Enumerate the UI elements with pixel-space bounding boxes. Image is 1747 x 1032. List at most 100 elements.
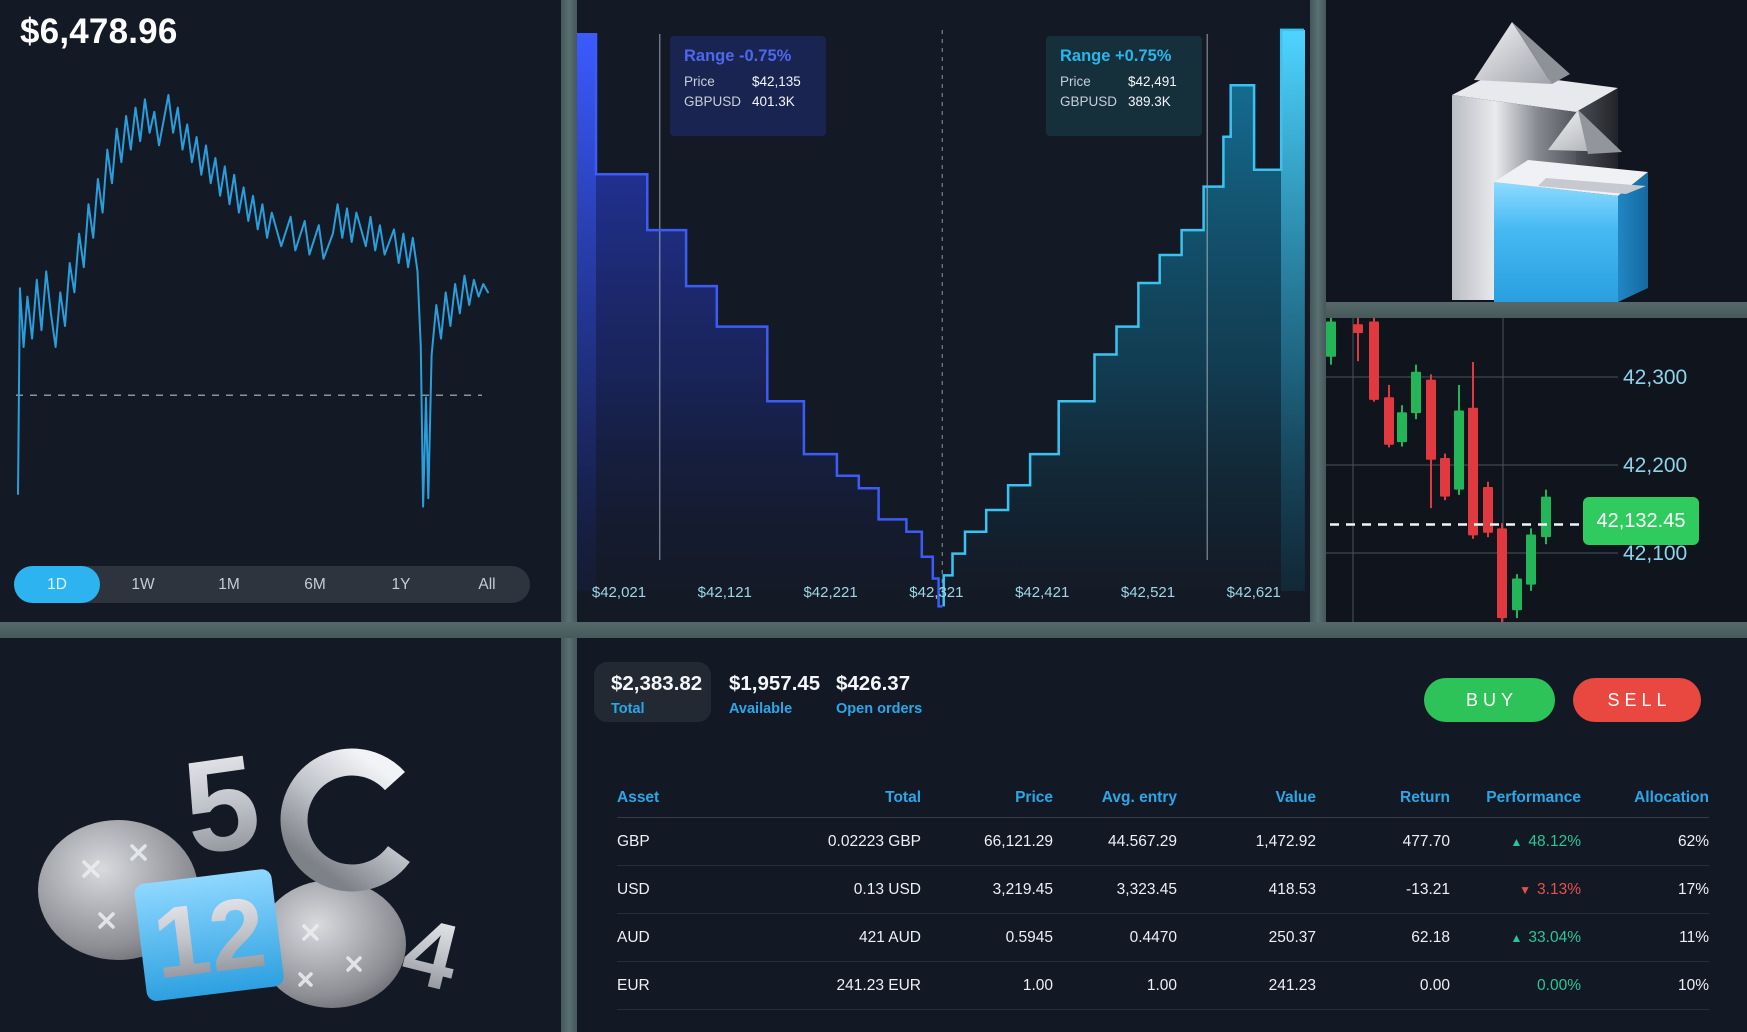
divider bbox=[1310, 0, 1326, 622]
performance-value: 48.12% bbox=[1528, 832, 1581, 850]
bid-volume-row: GBPUSD 401.3K bbox=[684, 94, 812, 109]
summary-item-total: $2,383.82 Total bbox=[611, 672, 702, 717]
summary-value: $426.37 bbox=[836, 672, 911, 695]
svg-text:12: 12 bbox=[147, 876, 271, 1001]
column-header: Avg. entry bbox=[1101, 788, 1177, 806]
candle-price-tick: 42,200 bbox=[1623, 454, 1688, 477]
bid-price-label: Price bbox=[684, 74, 715, 89]
cell-value: 418.53 bbox=[1268, 880, 1316, 898]
portfolio-panel: $6,478.96 1D 1W 1M 6M 1Y All bbox=[0, 0, 561, 622]
holdings-table: Asset Total Price Avg. entry Value Return Perf… bbox=[617, 778, 1709, 1010]
order-book-depth-chart bbox=[577, 28, 1305, 608]
cell-asset: EUR bbox=[617, 976, 650, 994]
range-tab-all[interactable]: All bbox=[444, 566, 530, 603]
cell-allocation: 10% bbox=[1677, 976, 1709, 994]
cell-asset: AUD bbox=[617, 928, 650, 946]
arrow-up-icon: ▲ bbox=[1510, 930, 1523, 945]
cell-total: 421 AUD bbox=[858, 928, 921, 946]
candle-price-tick: 42,100 bbox=[1623, 542, 1688, 565]
candlestick-chart bbox=[1326, 318, 1618, 622]
cell-performance: ▲ 33.04% bbox=[1450, 929, 1581, 947]
range-selector: 1D 1W 1M 6M 1Y All bbox=[14, 566, 530, 603]
cell-asset: USD bbox=[617, 880, 650, 898]
depth-x-tick: $42,621 bbox=[1226, 584, 1281, 601]
table-row[interactable]: GBP 0.02223 GBP 66,121.29 44.567.29 1,472.92… bbox=[617, 818, 1709, 866]
range-tab-1y[interactable]: 1Y bbox=[358, 566, 444, 603]
arrow-down-icon: ▼ bbox=[1519, 882, 1532, 897]
hero-art-panel bbox=[1326, 0, 1747, 302]
decorative-art-panel: 5 12 4 bbox=[0, 638, 561, 1032]
summary-label: Open orders bbox=[836, 701, 923, 717]
cell-allocation: 11% bbox=[1679, 928, 1709, 946]
cell-price: 66,121.29 bbox=[984, 832, 1053, 850]
ask-range-title: Range +0.75% bbox=[1060, 47, 1172, 65]
portfolio-balance: $6,478.96 bbox=[20, 12, 178, 51]
cell-allocation: 17% bbox=[1677, 880, 1709, 898]
column-header: Price bbox=[1015, 788, 1053, 806]
cell-return: 62.18 bbox=[1411, 928, 1450, 946]
cell-avg_entry: 0.4470 bbox=[1129, 928, 1177, 946]
total-summary-card bbox=[594, 662, 711, 722]
bid-range-tooltip: Range -0.75% Price $42,135 GBPUSD 401.3K bbox=[670, 36, 826, 136]
summary-value: $2,383.82 bbox=[611, 672, 703, 695]
cell-return: -13.21 bbox=[1406, 880, 1450, 898]
cell-return: 0.00 bbox=[1419, 976, 1450, 994]
cell-avg_entry: 3,323.45 bbox=[1116, 880, 1177, 898]
divider bbox=[1326, 302, 1747, 318]
ask-pair-label: GBPUSD bbox=[1060, 94, 1118, 109]
table-header-row: Asset Total Price Avg. entry Value Return Perf… bbox=[617, 778, 1709, 818]
cell-performance: ▲ 48.12% bbox=[1450, 833, 1581, 851]
table-row[interactable]: AUD 421 AUD 0.5945 0.4470 250.37 62.18 ▲ 33.04%… bbox=[617, 914, 1709, 962]
table-row[interactable]: EUR 241.23 EUR 1.00 1.00 241.23 0.00 0.00% 10% bbox=[617, 962, 1709, 1010]
cell-performance: 0.00% bbox=[1450, 977, 1581, 995]
cell-value: 241.23 bbox=[1268, 976, 1316, 994]
portfolio-line-chart bbox=[16, 94, 489, 508]
bid-price-row: Price $42,135 bbox=[684, 74, 812, 89]
ask-price-label: Price bbox=[1060, 74, 1091, 89]
summary-value: $1,957.45 bbox=[729, 672, 821, 695]
bid-range-title: Range -0.75% bbox=[684, 47, 792, 65]
column-header: Return bbox=[1400, 788, 1450, 806]
range-tab-1w[interactable]: 1W bbox=[100, 566, 186, 603]
depth-x-tick: $42,221 bbox=[803, 584, 858, 601]
range-tab-1d[interactable]: 1D bbox=[14, 566, 100, 603]
buy-button[interactable]: BUY bbox=[1424, 678, 1555, 722]
account-panel: $2,383.82 Total $1,957.45 Available $426.37 O… bbox=[577, 638, 1747, 1032]
depth-x-tick: $42,321 bbox=[909, 584, 964, 601]
svg-text:4: 4 bbox=[393, 896, 469, 1011]
cell-total: 0.13 USD bbox=[853, 880, 921, 898]
column-header: Total bbox=[885, 788, 921, 806]
ask-price-row: Price $42,491 bbox=[1060, 74, 1188, 89]
ask-price-value: $42,491 bbox=[1128, 74, 1177, 89]
depth-x-tick: $42,521 bbox=[1120, 584, 1176, 601]
cell-value: 250.37 bbox=[1268, 928, 1316, 946]
depth-x-tick: $42,421 bbox=[1015, 584, 1070, 601]
cell-price: 0.5945 bbox=[1005, 928, 1053, 946]
bid-price-value: $42,135 bbox=[752, 74, 801, 89]
table-row[interactable]: USD 0.13 USD 3,219.45 3,323.45 418.53 -13.21 ▼… bbox=[617, 866, 1709, 914]
range-tab-1m[interactable]: 1M bbox=[186, 566, 272, 603]
sell-button[interactable]: SELL bbox=[1573, 678, 1701, 722]
depth-x-tick: $42,121 bbox=[697, 584, 752, 601]
summary-label: Total bbox=[611, 701, 645, 717]
current-price-badge: 42,132.45 bbox=[1583, 497, 1699, 545]
arrow-up-icon: ▲ bbox=[1510, 834, 1523, 849]
column-header: Performance bbox=[1486, 788, 1581, 806]
cell-value: 1,472.92 bbox=[1255, 832, 1316, 850]
cell-performance: ▼ 3.13% bbox=[1450, 881, 1581, 899]
cell-avg_entry: 1.00 bbox=[1146, 976, 1177, 994]
summary-label: Available bbox=[729, 701, 793, 717]
metal-cube-art bbox=[1452, 22, 1648, 302]
numbers-art: 5 12 4 bbox=[38, 727, 469, 1011]
cell-asset: GBP bbox=[617, 832, 650, 850]
candle-price-tick: 42,300 bbox=[1623, 366, 1688, 389]
range-tab-6m[interactable]: 6M bbox=[272, 566, 358, 603]
ask-volume-value: 389.3K bbox=[1128, 94, 1171, 109]
cell-price: 1.00 bbox=[1022, 976, 1053, 994]
column-header: Value bbox=[1275, 788, 1317, 806]
column-header: Asset bbox=[617, 788, 660, 806]
summary-item-available: $1,957.45 Available bbox=[729, 672, 820, 717]
divider bbox=[561, 0, 577, 1032]
cell-allocation: 62% bbox=[1677, 832, 1709, 850]
